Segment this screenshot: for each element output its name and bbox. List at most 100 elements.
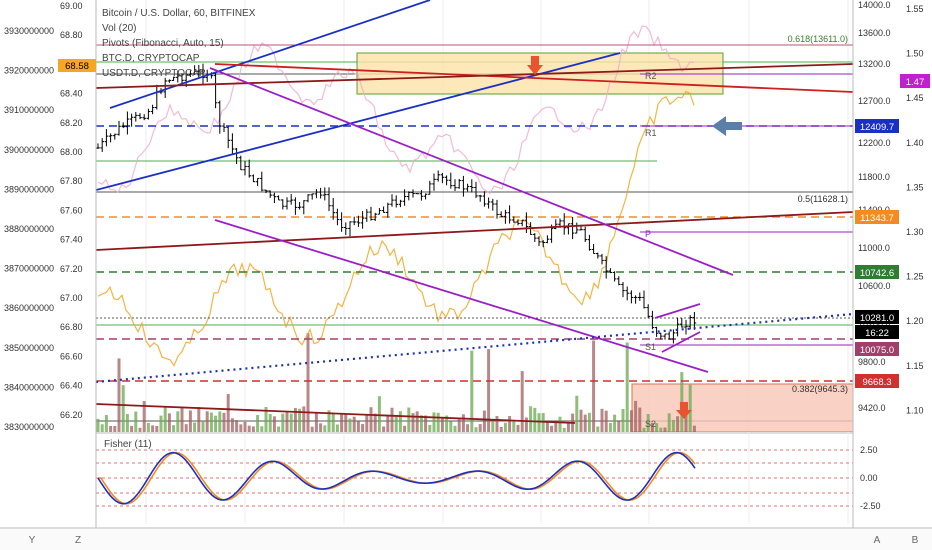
volume-bar: [285, 412, 289, 432]
fisher-line[interactable]: [97, 451, 696, 505]
a-button[interactable]: A: [874, 535, 881, 546]
far-axis-tick: 1.50: [906, 49, 924, 59]
volume-bar: [314, 413, 318, 432]
mid-axis[interactable]: [57, 0, 96, 528]
fisher-legend[interactable]: Fisher (11): [104, 439, 152, 450]
volume-bar: [260, 426, 264, 432]
z-button[interactable]: Z: [75, 535, 81, 546]
volume-bar: [478, 424, 482, 432]
fib-label-382: 0.382(9645.3): [792, 384, 848, 394]
volume-bar: [667, 413, 671, 432]
volume-bar: [218, 411, 222, 432]
volume-bar: [125, 414, 129, 432]
volume-bar: [159, 415, 163, 432]
volume-bar: [545, 420, 549, 432]
volume-bar: [516, 424, 520, 432]
red-trend-descending[interactable]: [214, 63, 853, 93]
volume-bar: [466, 424, 470, 432]
volume-bar: [655, 423, 659, 432]
price-axis-tick: 13200.0: [858, 59, 891, 69]
mid-axis-tick: 67.40: [60, 235, 83, 245]
volume-bar: [583, 414, 587, 432]
down-arrow-icon[interactable]: [676, 402, 692, 419]
volume-bar: [617, 420, 621, 432]
legend-usdtd[interactable]: USDT.D, CRYPTOCAP: [102, 68, 206, 79]
price-badge-9668: 9668.3: [855, 374, 899, 388]
mid-current-label: 68.58: [65, 61, 89, 72]
blue-trend-lower[interactable]: [96, 52, 621, 191]
brown-volume-trend[interactable]: [96, 403, 576, 424]
brown-trend-rising[interactable]: [96, 63, 853, 89]
volume-bar: [604, 410, 608, 432]
volume-bar: [390, 407, 394, 432]
purple-flag-top[interactable]: [654, 303, 701, 319]
purple-channel-lower[interactable]: [214, 219, 709, 373]
fisher-trigger-line[interactable]: [98, 451, 696, 505]
blue-dotted-trend[interactable]: [96, 312, 853, 384]
mid-axis-tick: 66.40: [60, 381, 83, 391]
volume-bar: [209, 412, 213, 432]
volume-bar: [533, 407, 537, 432]
price-axis-tick: 12700.0: [858, 96, 891, 106]
volume-bar: [243, 421, 247, 432]
far-axis-tick: 1.45: [906, 93, 924, 103]
left-axis-tick: 3910000000: [4, 105, 54, 115]
left-arrow-icon[interactable]: [712, 116, 742, 136]
legend-title[interactable]: Bitcoin / U.S. Dollar, 60, BITFINEX: [102, 8, 256, 19]
down-arrow-icon[interactable]: [527, 56, 543, 75]
volume-bar: [172, 425, 176, 432]
volume-bar: [184, 424, 188, 432]
volume-bar: [365, 414, 369, 432]
left-axis[interactable]: [0, 0, 57, 528]
svg-text:10075.0: 10075.0: [860, 345, 894, 356]
volume-bar: [558, 416, 562, 432]
volume-bar: [482, 410, 486, 432]
far-current-badge: [900, 74, 930, 88]
volume-bar: [230, 418, 234, 432]
volume-bar: [239, 424, 243, 432]
volume-bar: [579, 409, 583, 432]
fisher-pane[interactable]: [96, 434, 853, 524]
purple-flag-bottom[interactable]: [661, 331, 701, 353]
mid-axis-tick: 66.60: [60, 351, 83, 361]
volume-bar: [491, 421, 495, 432]
usdtd-line[interactable]: [97, 25, 695, 195]
left-axis-tick: 3840000000: [4, 382, 54, 392]
volume-bar: [650, 422, 654, 432]
legend-pivots[interactable]: Pivots (Fibonacci, Auto, 15): [102, 38, 224, 49]
volume-bar: [256, 415, 260, 432]
mid-axis-tick: 66.80: [60, 322, 83, 332]
btcd-line[interactable]: [97, 90, 695, 367]
purple-channel-upper[interactable]: [209, 67, 734, 276]
volume-bar: [340, 413, 344, 432]
volume-bar: [222, 412, 226, 432]
volume-bar: [394, 416, 398, 432]
blue-trend-upper[interactable]: [109, 0, 431, 109]
volume-bar: [188, 410, 192, 432]
volume-bar: [419, 415, 423, 432]
legend-btcd[interactable]: BTC.D, CRYPTOCAP: [102, 53, 200, 64]
volume-bar: [398, 411, 402, 432]
volume-bar: [113, 426, 117, 432]
far-axis-tick: 1.40: [906, 138, 924, 148]
brown-trend-mid[interactable]: [96, 211, 853, 251]
price-badge-10075: 10075.0: [855, 342, 899, 356]
legend-vol[interactable]: Vol (20): [102, 23, 137, 34]
price-axis-tick: 12200.0: [858, 138, 891, 148]
far-axis-tick: 1.30: [906, 227, 924, 237]
volume-bar: [629, 410, 633, 432]
price-axis-tick: 9800.0: [858, 357, 886, 367]
volume-bar: [550, 425, 554, 432]
volume-bar: [692, 425, 696, 432]
y-button[interactable]: Y: [29, 535, 36, 546]
volume-bar: [214, 415, 218, 432]
far-axis-tick: 1.20: [906, 316, 924, 326]
volume-bar: [163, 407, 167, 432]
left-axis-tick: 3830000000: [4, 422, 54, 432]
volume-bar: [520, 371, 524, 432]
b-button[interactable]: B: [912, 535, 919, 546]
volume-bar: [659, 427, 663, 432]
fisher-axis-tick: 2.50: [860, 445, 878, 455]
volume-bar: [461, 414, 465, 432]
